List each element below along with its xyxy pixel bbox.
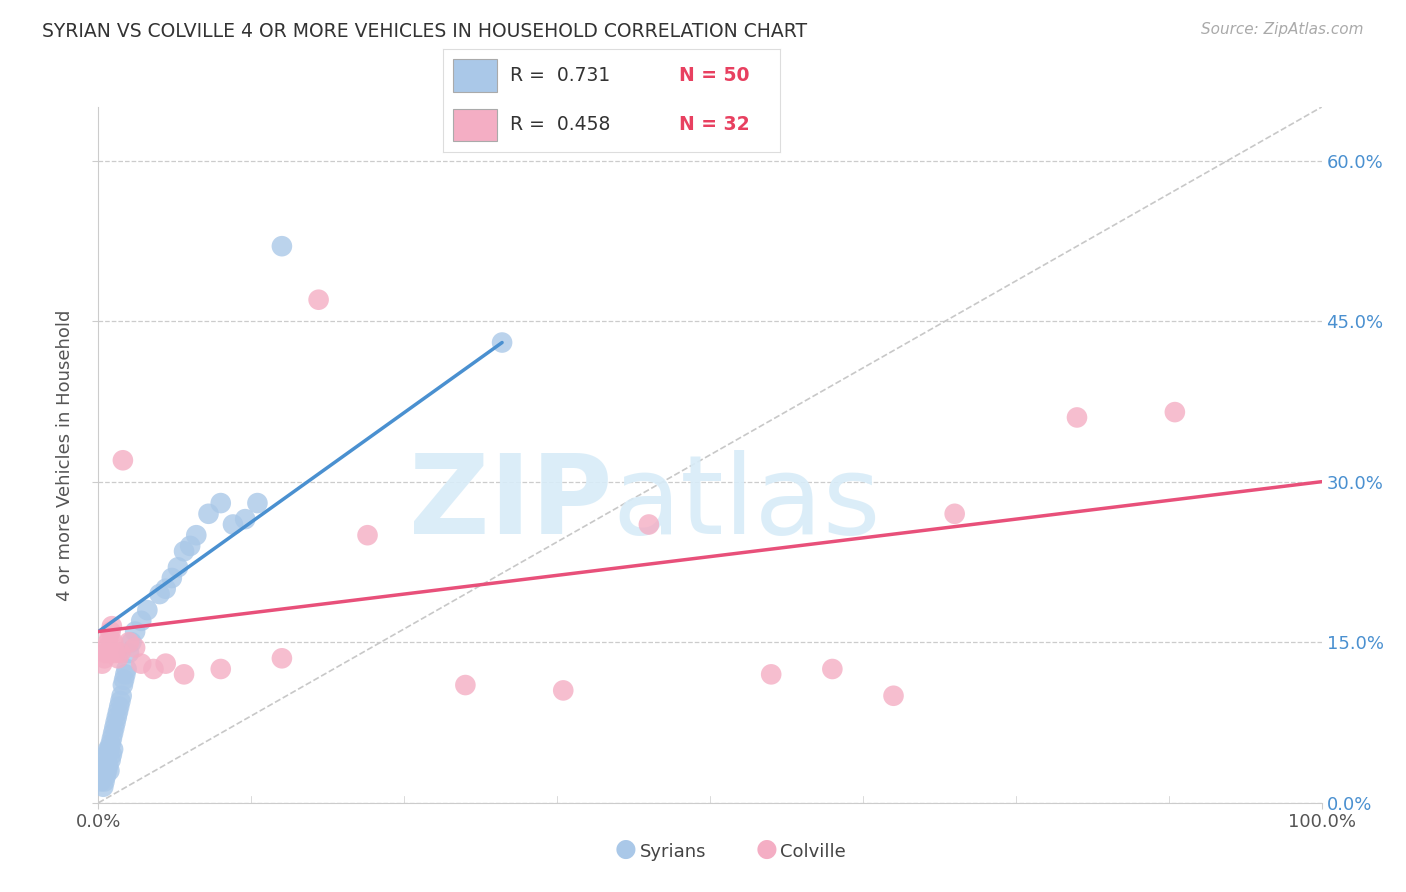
Point	[96, 764, 118, 778]
Point	[94, 646, 117, 660]
Point	[90, 774, 112, 789]
Point	[118, 646, 141, 660]
Point	[96, 747, 118, 762]
Point	[97, 758, 120, 772]
Point	[101, 731, 124, 746]
Point	[209, 496, 232, 510]
Text: R =  0.731: R = 0.731	[510, 66, 610, 86]
Point	[97, 635, 120, 649]
Point	[104, 715, 127, 730]
Point	[943, 507, 966, 521]
Point	[94, 753, 117, 767]
Point	[111, 453, 134, 467]
Point	[222, 517, 245, 532]
Point	[91, 780, 114, 794]
Point	[454, 678, 477, 692]
Text: atlas: atlas	[612, 450, 880, 558]
Text: Source: ZipAtlas.com: Source: ZipAtlas.com	[1201, 22, 1364, 37]
Point	[98, 630, 121, 644]
Point	[93, 651, 115, 665]
Text: N = 32: N = 32	[679, 115, 749, 135]
Point	[186, 528, 208, 542]
FancyBboxPatch shape	[453, 109, 496, 141]
Point	[638, 517, 661, 532]
Text: SYRIAN VS COLVILLE 4 OR MORE VEHICLES IN HOUSEHOLD CORRELATION CHART: SYRIAN VS COLVILLE 4 OR MORE VEHICLES IN…	[42, 22, 807, 41]
Point	[120, 635, 142, 649]
Point	[91, 764, 114, 778]
Point	[101, 619, 124, 633]
Point	[111, 689, 134, 703]
Point	[93, 774, 115, 789]
Point	[270, 239, 294, 253]
Point	[491, 335, 513, 350]
Point	[167, 560, 190, 574]
Point	[101, 726, 124, 740]
Point	[356, 528, 378, 542]
Point	[149, 587, 172, 601]
Point	[246, 496, 269, 510]
Point	[270, 651, 294, 665]
Point	[118, 635, 141, 649]
Point	[1164, 405, 1187, 419]
Point	[142, 662, 165, 676]
Point	[124, 624, 146, 639]
Point	[97, 742, 120, 756]
Text: Syrians: Syrians	[640, 843, 706, 861]
Point	[155, 582, 177, 596]
Point	[103, 721, 125, 735]
Point	[761, 667, 783, 681]
Point	[124, 640, 146, 655]
Point	[112, 673, 135, 687]
Point	[107, 651, 129, 665]
Point	[100, 753, 122, 767]
Point	[114, 667, 136, 681]
Point	[100, 737, 122, 751]
Text: ZIP: ZIP	[409, 450, 612, 558]
Point	[233, 512, 256, 526]
Point	[173, 544, 195, 558]
Point	[197, 507, 219, 521]
Point	[136, 603, 159, 617]
Point	[101, 747, 124, 762]
FancyBboxPatch shape	[453, 60, 496, 92]
Point	[173, 667, 195, 681]
Point	[104, 646, 127, 660]
Point	[101, 635, 124, 649]
Point	[1066, 410, 1088, 425]
Point	[129, 614, 152, 628]
Point	[115, 662, 138, 676]
Point	[553, 683, 575, 698]
Point	[108, 699, 131, 714]
Text: N = 50: N = 50	[679, 66, 749, 86]
Point	[883, 689, 905, 703]
Point	[93, 758, 115, 772]
Point	[101, 742, 124, 756]
Point	[160, 571, 183, 585]
Y-axis label: 4 or more Vehicles in Household: 4 or more Vehicles in Household	[56, 310, 75, 600]
Point	[110, 646, 132, 660]
Point	[98, 742, 121, 756]
Text: R =  0.458: R = 0.458	[510, 115, 610, 135]
Point	[91, 657, 114, 671]
Point	[821, 662, 844, 676]
Text: ●: ●	[614, 837, 637, 861]
Point	[111, 678, 134, 692]
Point	[308, 293, 330, 307]
Point	[100, 624, 122, 639]
Point	[155, 657, 177, 671]
Point	[94, 769, 117, 783]
Point	[107, 705, 129, 719]
Point	[110, 694, 132, 708]
Point	[98, 764, 121, 778]
Point	[209, 662, 232, 676]
Point	[129, 657, 152, 671]
Point	[105, 710, 128, 724]
Text: ●: ●	[755, 837, 778, 861]
Point	[91, 769, 114, 783]
Point	[179, 539, 201, 553]
Text: Colville: Colville	[780, 843, 846, 861]
Point	[96, 640, 118, 655]
